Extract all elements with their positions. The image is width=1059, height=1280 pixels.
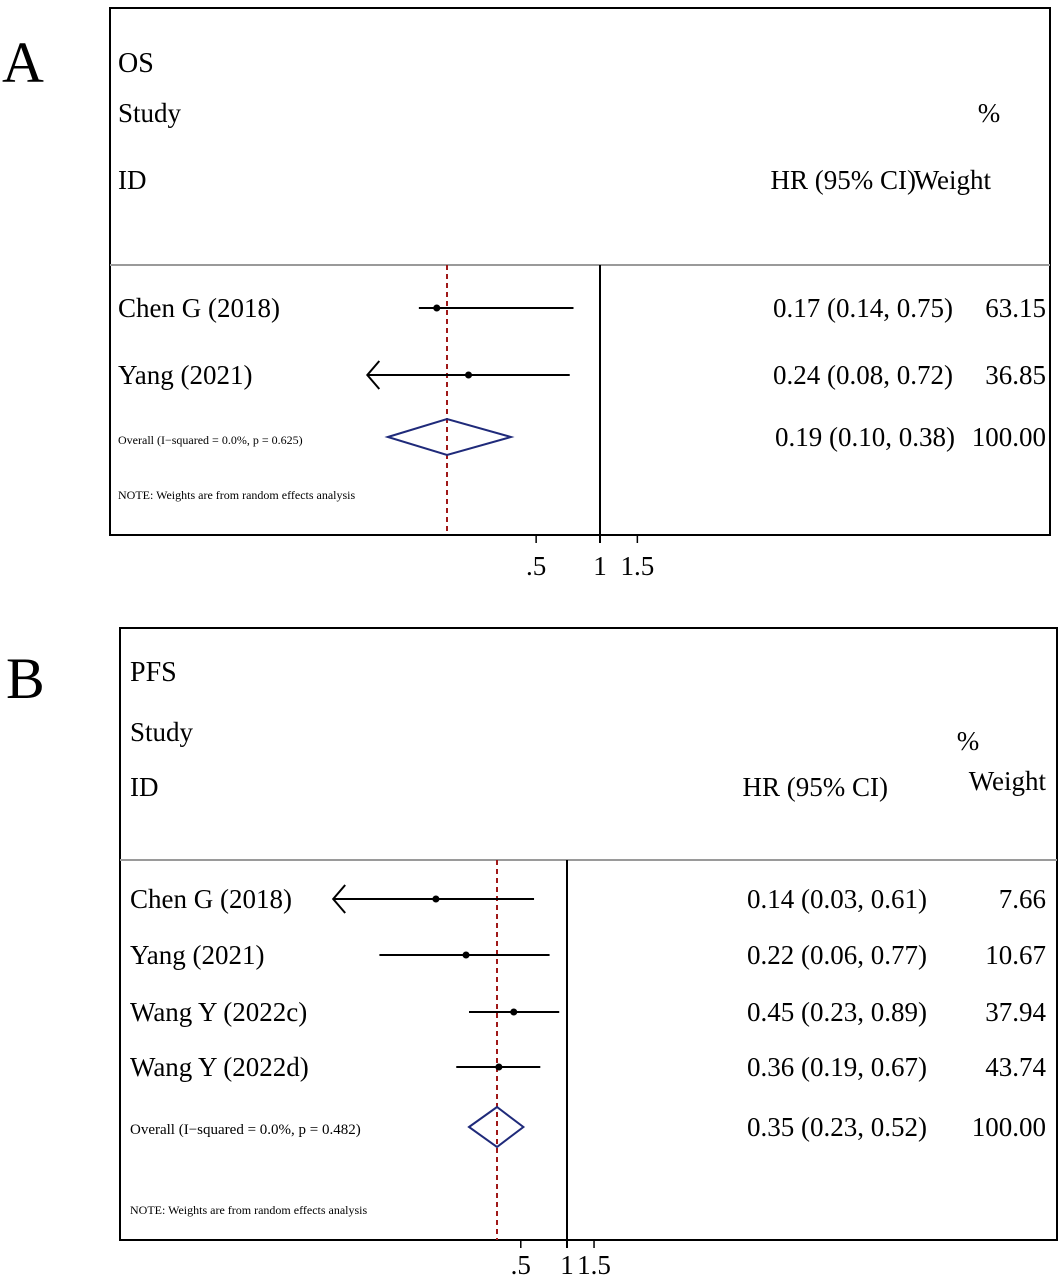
study-hr-ci: 0.45 (0.23, 0.89): [747, 997, 927, 1027]
weight-header: Weight: [914, 165, 992, 195]
percent-header: %: [978, 98, 1001, 128]
panel-title: OS: [118, 48, 154, 79]
study-name: Chen G (2018): [118, 293, 280, 323]
weight-header: Weight: [969, 766, 1047, 796]
plot-frame: [109, 7, 1051, 536]
study-weight: 10.67: [985, 940, 1046, 970]
x-tick-label: .5: [526, 551, 546, 581]
point-estimate: [432, 895, 440, 903]
overall-weight: 100.00: [972, 422, 1046, 452]
x-tick-label: 1.5: [620, 551, 654, 581]
overall-label: Overall (I−squared = 0.0%, p = 0.625): [118, 433, 303, 447]
x-tick-label: 1: [560, 1250, 574, 1280]
study-weight: 43.74: [985, 1052, 1046, 1082]
id-header: ID: [118, 165, 147, 195]
panel-title: PFS: [130, 657, 177, 688]
point-estimate: [465, 371, 473, 379]
study-weight: 63.15: [985, 293, 1046, 323]
panel-letter: B: [6, 646, 45, 711]
study-name: Yang (2021): [130, 940, 265, 970]
panel-letter: A: [2, 30, 44, 95]
study-name: Wang Y (2022d): [130, 1052, 309, 1082]
study-name: Wang Y (2022c): [130, 997, 307, 1027]
point-estimate: [462, 951, 470, 959]
study-header: Study: [118, 98, 182, 128]
overall-weight: 100.00: [972, 1112, 1046, 1142]
weights-note: NOTE: Weights are from random effects an…: [130, 1203, 368, 1217]
study-weight: 36.85: [985, 360, 1046, 390]
study-hr-ci: 0.17 (0.14, 0.75): [773, 293, 953, 323]
overall-diamond: [384, 417, 515, 457]
study-weight: 37.94: [985, 997, 1046, 1027]
x-tick-label: .5: [511, 1250, 531, 1280]
study-hr-ci: 0.22 (0.06, 0.77): [747, 940, 927, 970]
point-estimate: [510, 1008, 518, 1016]
overall-hr-ci: 0.19 (0.10, 0.38): [775, 422, 955, 452]
study-hr-ci: 0.14 (0.03, 0.61): [747, 884, 927, 914]
overall-hr-ci: 0.35 (0.23, 0.52): [747, 1112, 927, 1142]
study-hr-ci: 0.36 (0.19, 0.67): [747, 1052, 927, 1082]
hr-header: HR (95% CI): [743, 772, 888, 802]
study-header: Study: [130, 717, 194, 747]
id-header: ID: [130, 772, 159, 802]
study-weight: 7.66: [999, 884, 1046, 914]
ci-truncation-arrow: [331, 884, 346, 914]
percent-header: %: [957, 726, 980, 756]
hr-header: HR (95% CI): [771, 165, 916, 195]
overall-diamond: [467, 1105, 526, 1149]
point-estimate: [433, 304, 441, 312]
point-estimate: [495, 1063, 503, 1071]
overall-label: Overall (I−squared = 0.0%, p = 0.482): [130, 1122, 361, 1138]
weights-note: NOTE: Weights are from random effects an…: [118, 488, 356, 502]
plot-frame: [119, 627, 1058, 1241]
x-tick-label: 1.5: [577, 1250, 611, 1280]
ci-truncation-arrow: [365, 360, 381, 390]
study-hr-ci: 0.24 (0.08, 0.72): [773, 360, 953, 390]
study-name: Chen G (2018): [130, 884, 292, 914]
study-name: Yang (2021): [118, 360, 253, 390]
x-tick-label: 1: [593, 551, 607, 581]
